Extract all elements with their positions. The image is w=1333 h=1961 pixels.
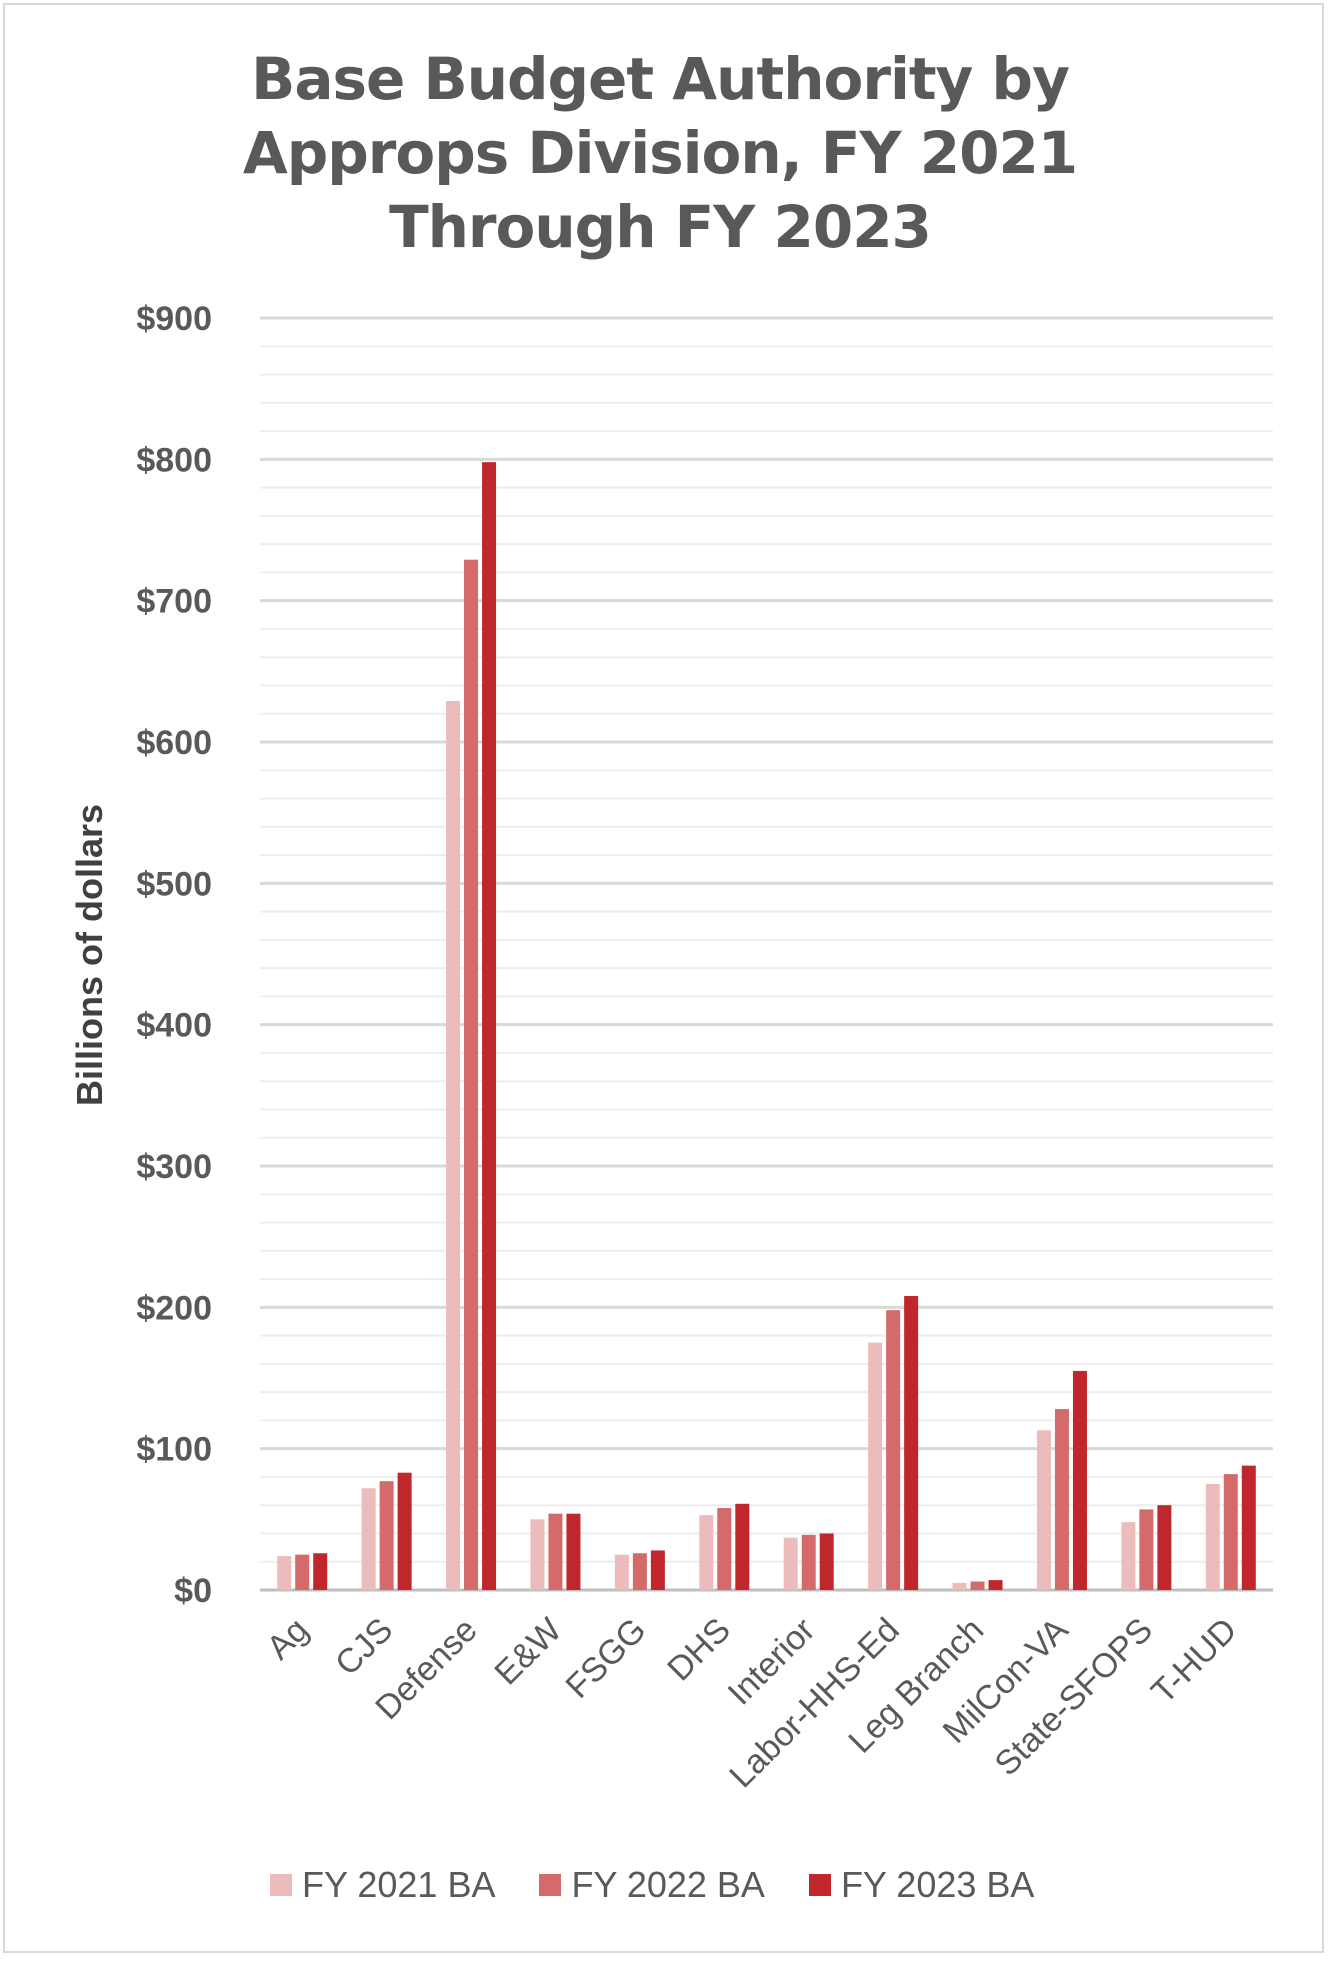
legend-item: FY 2023 BA [808,1864,1035,1906]
bar-e-w-fy-2023-ba [566,1513,581,1590]
bar-defense-fy-2021-ba [446,701,461,1590]
x-tick-label: DHS [660,1611,738,1689]
chart-title-line-2: Approps Division, FY 2021 [242,119,1078,187]
bar-cjs-fy-2023-ba [397,1472,412,1590]
legend: FY 2021 BA FY 2022 BA FY 2023 BA [270,1864,1078,1906]
bar-interior-fy-2021-ba [783,1537,798,1590]
bar-dhs-fy-2021-ba [699,1515,714,1590]
legend-swatch [539,1874,562,1896]
bar-interior-fy-2022-ba [801,1534,816,1590]
bar-defense-fy-2023-ba [482,462,497,1590]
bar-ag-fy-2022-ba [295,1554,310,1590]
bar-leg-branch-fy-2021-ba [952,1582,967,1590]
bar-t-hud-fy-2022-ba [1223,1474,1238,1590]
y-tick-label: $0 [174,1572,212,1610]
chart-title-line-1: Base Budget Authority by [251,45,1070,113]
y-axis-label: Billions of dollars [69,804,110,1106]
y-tick-label: $300 [136,1148,212,1186]
bar-dhs-fy-2022-ba [717,1508,732,1590]
bar-leg-branch-fy-2023-ba [988,1580,1003,1590]
bar-cjs-fy-2021-ba [361,1488,376,1590]
bar-state-sfops-fy-2022-ba [1139,1509,1154,1590]
legend-swatch [808,1874,831,1896]
bar-milcon-va-fy-2021-ba [1036,1430,1051,1590]
x-tick-label: Ag [260,1611,316,1667]
bar-milcon-va-fy-2023-ba [1072,1370,1087,1590]
chart-title: Base Budget Authority by Approps Divisio… [160,42,1160,264]
bar-state-sfops-fy-2023-ba [1157,1505,1172,1590]
bar-dhs-fy-2023-ba [735,1503,750,1590]
y-tick-label: $100 [136,1431,212,1469]
chart-title-line-3: Through FY 2023 [389,193,932,261]
bar-t-hud-fy-2021-ba [1205,1484,1220,1590]
legend-item: FY 2021 BA [270,1864,495,1906]
bar-ag-fy-2021-ba [277,1556,292,1590]
bar-labor-hhs-ed-fy-2022-ba [886,1310,901,1590]
legend-swatch [270,1874,292,1896]
bar-defense-fy-2022-ba [464,559,479,1591]
bar-fsgg-fy-2022-ba [632,1553,647,1590]
y-tick-label: $600 [136,724,212,762]
bar-labor-hhs-ed-fy-2021-ba [868,1342,883,1590]
bar-fsgg-fy-2023-ba [650,1550,665,1590]
y-tick-label: $800 [136,441,212,479]
bar-e-w-fy-2022-ba [548,1513,563,1590]
legend-label: FY 2022 BA [571,1864,765,1905]
bar-leg-branch-fy-2022-ba [970,1581,985,1590]
bars [277,462,1256,1591]
y-axis: $0 $100 $200 $300 $400 $500 $600 $700 $800 $900 [136,300,212,1610]
gridlines [260,316,1273,1592]
chart-frame [3,3,1324,1953]
x-tick-label: FSGG [559,1611,654,1706]
bar-interior-fy-2023-ba [819,1533,834,1590]
x-tick-label: E&W [487,1611,569,1693]
bar-t-hud-fy-2023-ba [1241,1465,1256,1590]
legend-label: FY 2021 BA [302,1864,496,1905]
legend-item: FY 2022 BA [539,1864,765,1906]
legend-label: FY 2023 BA [840,1864,1035,1905]
y-tick-label: $900 [136,300,212,338]
bar-cjs-fy-2022-ba [379,1481,394,1590]
y-tick-label: $400 [136,1007,212,1045]
x-tick-label: T-HUD [1144,1611,1244,1711]
bar-fsgg-fy-2021-ba [614,1554,629,1590]
bar-e-w-fy-2021-ba [530,1519,545,1590]
y-tick-label: $500 [136,865,212,903]
y-tick-label: $200 [136,1289,212,1327]
bar-labor-hhs-ed-fy-2023-ba [904,1296,919,1590]
bar-milcon-va-fy-2022-ba [1054,1409,1069,1590]
bar-ag-fy-2023-ba [313,1553,328,1590]
bar-state-sfops-fy-2021-ba [1121,1522,1136,1590]
x-tick-label: CJS [328,1611,400,1683]
y-tick-label: $700 [136,583,212,621]
